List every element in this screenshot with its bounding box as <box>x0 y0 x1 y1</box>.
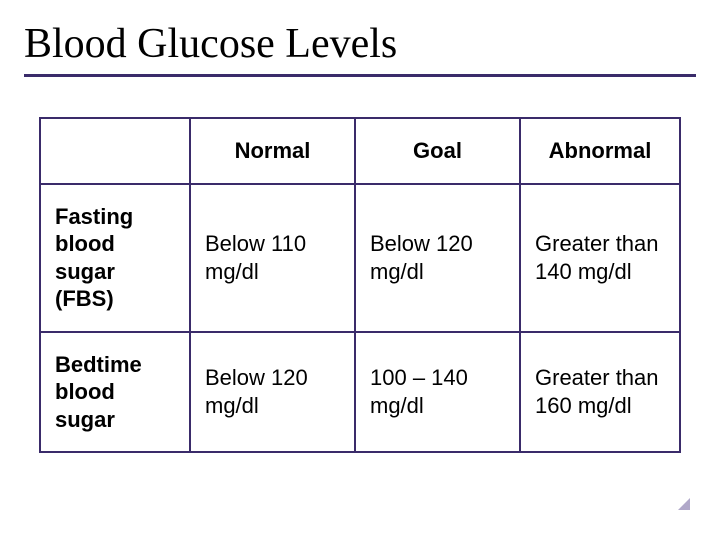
page-title: Blood Glucose Levels <box>24 20 696 68</box>
cell-bedtime-normal: Below 120 mg/dl <box>190 332 355 453</box>
table-row: Bedtime blood sugar Below 120 mg/dl 100 … <box>40 332 680 453</box>
cell-fbs-abnormal: Greater than 140 mg/dl <box>520 184 680 332</box>
col-header-empty <box>40 118 190 184</box>
cell-fbs-goal: Below 120 mg/dl <box>355 184 520 332</box>
cell-bedtime-goal: 100 – 140 mg/dl <box>355 332 520 453</box>
col-header-abnormal: Abnormal <box>520 118 680 184</box>
cell-bedtime-abnormal: Greater than 160 mg/dl <box>520 332 680 453</box>
row-label-fbs: Fasting blood sugar (FBS) <box>40 184 190 332</box>
title-underline <box>24 74 696 77</box>
glucose-table: Normal Goal Abnormal Fasting blood sugar… <box>39 117 681 453</box>
col-header-normal: Normal <box>190 118 355 184</box>
cell-fbs-normal: Below 110 mg/dl <box>190 184 355 332</box>
table-header-row: Normal Goal Abnormal <box>40 118 680 184</box>
row-label-bedtime: Bedtime blood sugar <box>40 332 190 453</box>
table-row: Fasting blood sugar (FBS) Below 110 mg/d… <box>40 184 680 332</box>
corner-fold-icon <box>678 498 690 510</box>
col-header-goal: Goal <box>355 118 520 184</box>
